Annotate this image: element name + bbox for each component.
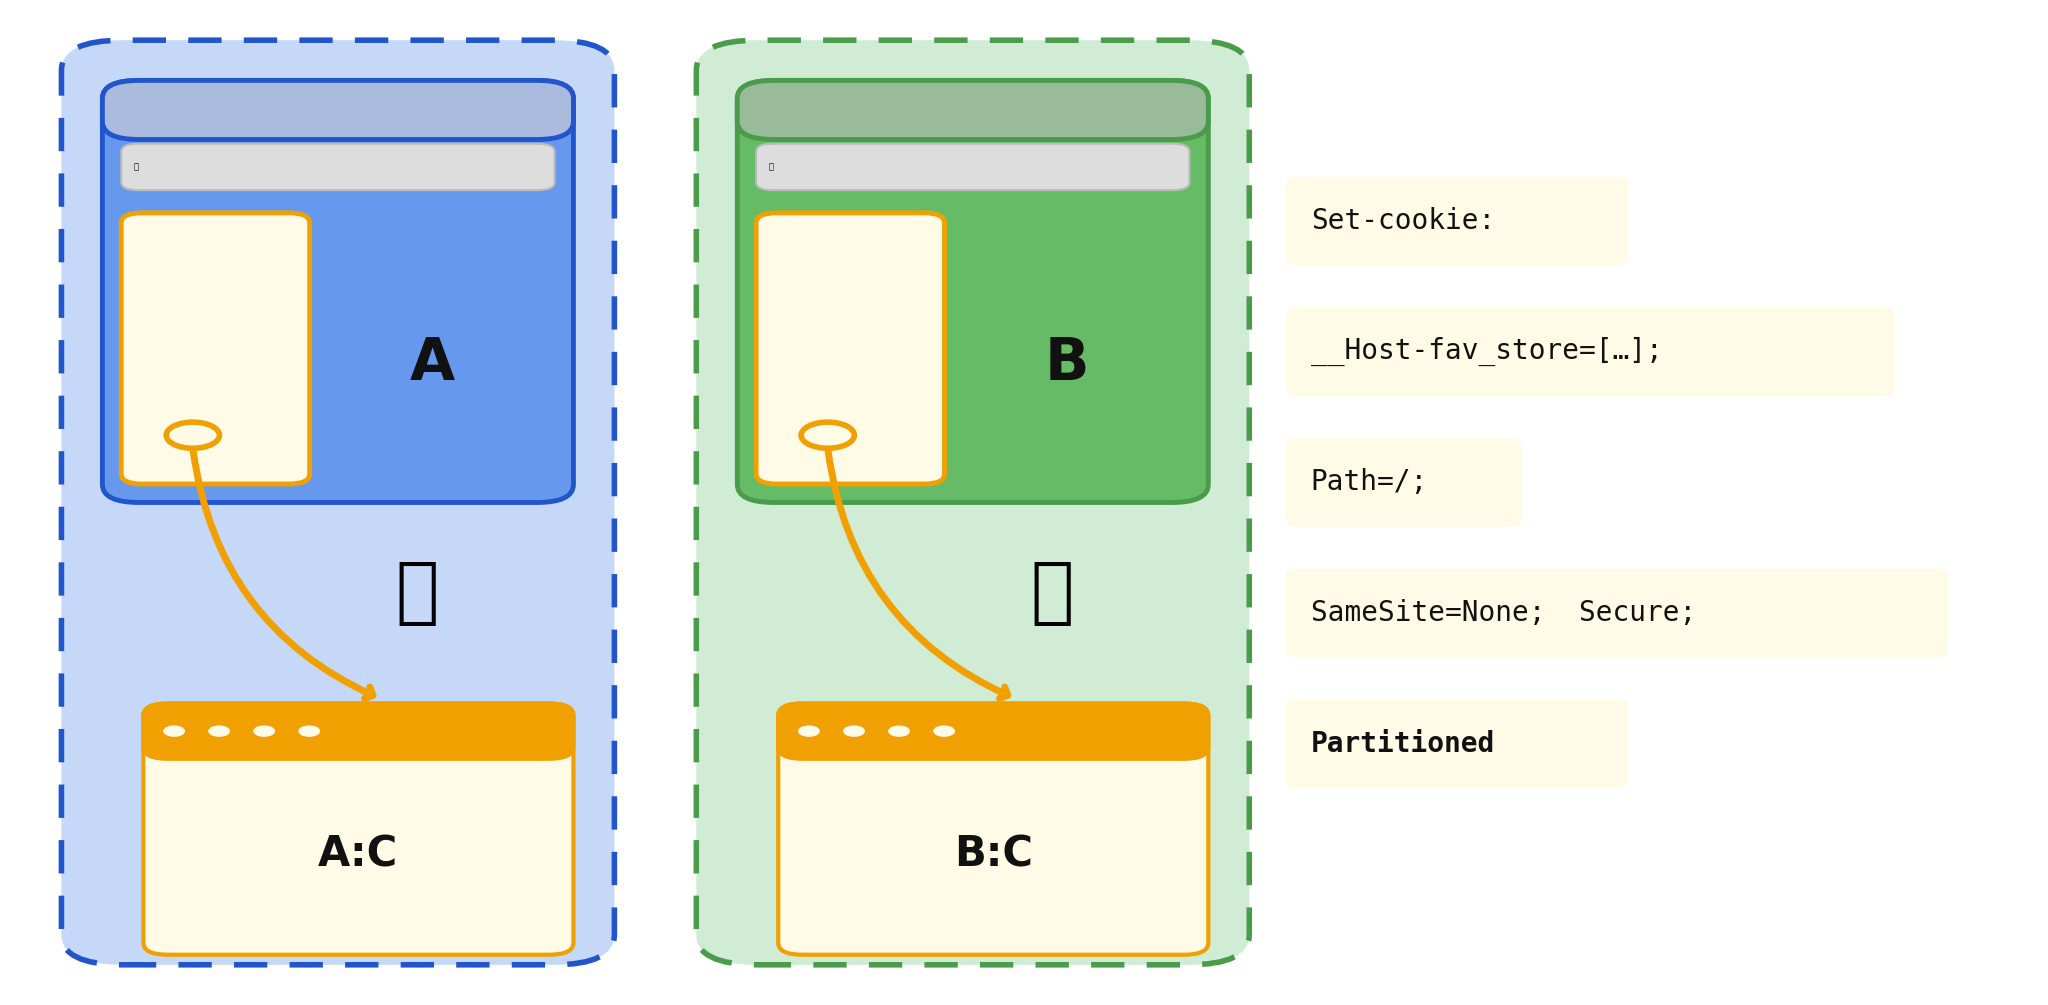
Circle shape: [799, 726, 819, 736]
FancyBboxPatch shape: [737, 80, 1208, 502]
FancyBboxPatch shape: [1286, 308, 1894, 396]
FancyBboxPatch shape: [1286, 438, 1522, 527]
FancyBboxPatch shape: [102, 80, 573, 140]
FancyBboxPatch shape: [121, 144, 555, 190]
Text: Set-cookie:: Set-cookie:: [1311, 207, 1495, 235]
Text: Path=/;: Path=/;: [1311, 468, 1427, 496]
Text: A: A: [410, 336, 455, 392]
FancyBboxPatch shape: [756, 144, 1190, 190]
FancyBboxPatch shape: [696, 40, 1249, 965]
Circle shape: [934, 726, 954, 736]
Circle shape: [254, 726, 274, 736]
FancyBboxPatch shape: [1286, 569, 1948, 657]
FancyBboxPatch shape: [143, 704, 573, 955]
FancyBboxPatch shape: [756, 213, 944, 484]
FancyBboxPatch shape: [143, 704, 573, 759]
Text: __Host-fav_store=[…];: __Host-fav_store=[…];: [1311, 338, 1663, 366]
FancyBboxPatch shape: [102, 80, 573, 502]
FancyBboxPatch shape: [737, 80, 1208, 140]
Circle shape: [844, 726, 864, 736]
Text: 🍪: 🍪: [395, 559, 438, 628]
Text: B:C: B:C: [954, 833, 1032, 875]
Circle shape: [164, 726, 184, 736]
FancyBboxPatch shape: [121, 213, 309, 484]
FancyBboxPatch shape: [778, 704, 1208, 759]
FancyBboxPatch shape: [778, 704, 1208, 955]
Text: 🔒: 🔒: [768, 163, 774, 172]
FancyBboxPatch shape: [1286, 699, 1628, 788]
Text: 🍪: 🍪: [1030, 559, 1073, 628]
Circle shape: [299, 726, 319, 736]
Text: A:C: A:C: [317, 833, 399, 875]
FancyBboxPatch shape: [1286, 177, 1628, 265]
Text: SameSite=None;  Secure;: SameSite=None; Secure;: [1311, 599, 1696, 627]
FancyBboxPatch shape: [61, 40, 614, 965]
Text: 🔒: 🔒: [133, 163, 139, 172]
Text: B: B: [1044, 336, 1090, 392]
Text: Partitioned: Partitioned: [1311, 730, 1495, 758]
Circle shape: [889, 726, 909, 736]
Circle shape: [209, 726, 229, 736]
